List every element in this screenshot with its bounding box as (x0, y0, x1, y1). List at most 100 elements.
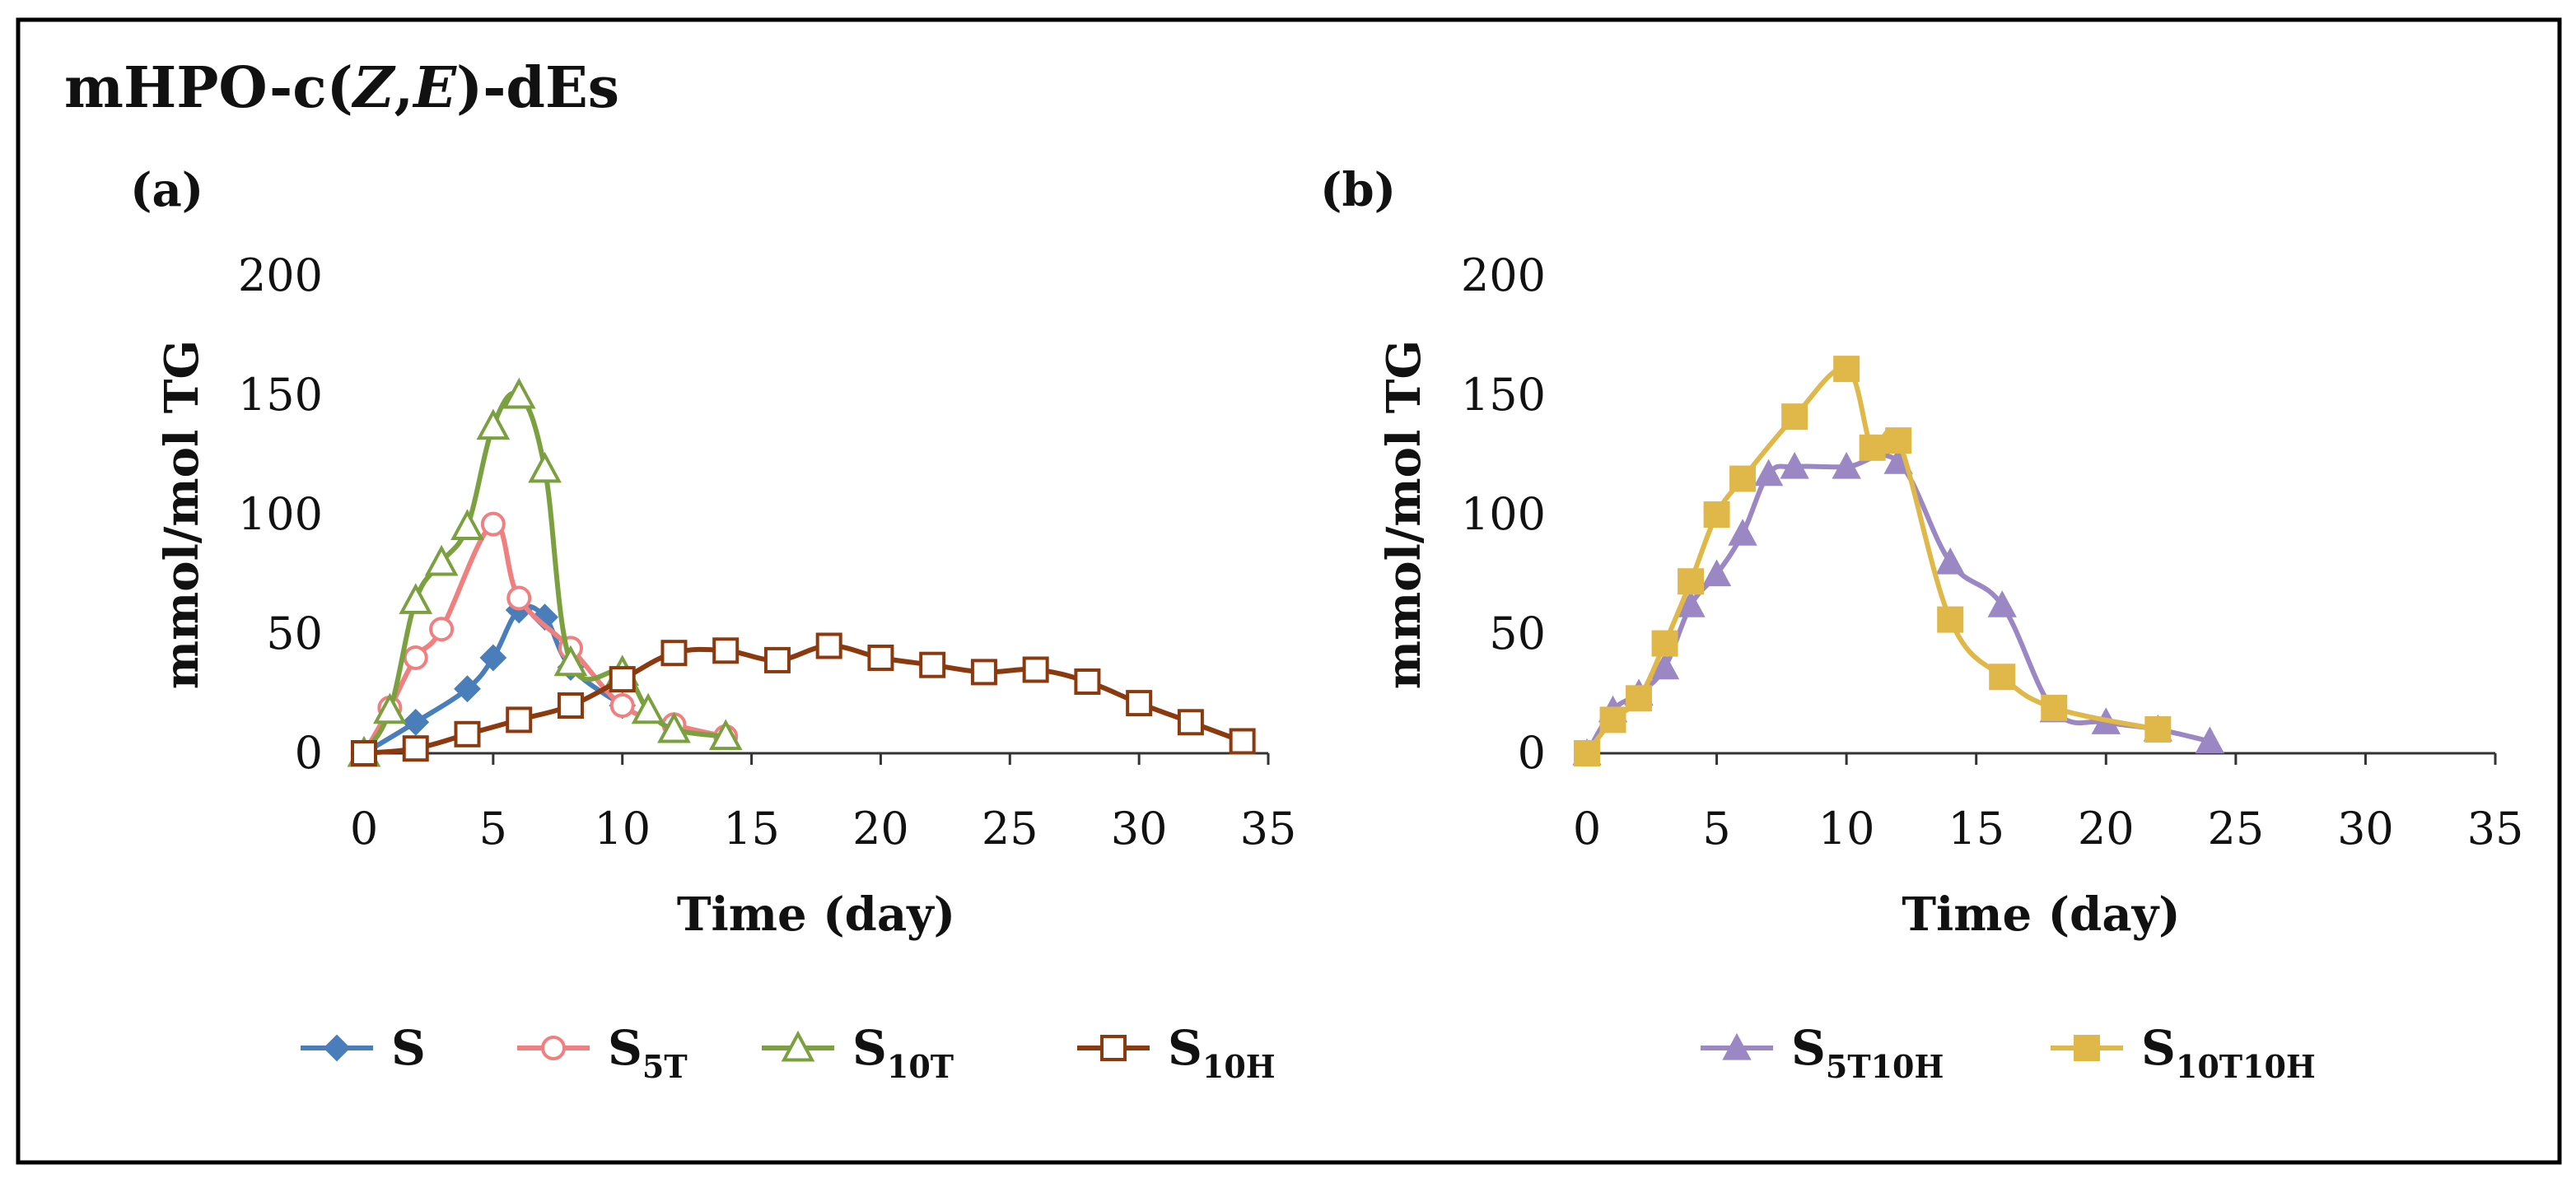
legend-entry-s: S (301, 1020, 426, 1076)
marker-s10t10h-4 (1678, 568, 1705, 595)
marker-legend-s10h-0 (1100, 1035, 1127, 1061)
marker-s5t10h-5 (1701, 559, 1732, 587)
title-e: E (412, 55, 457, 121)
marker-s10h-15 (1126, 690, 1153, 717)
legend-label-main: S (1168, 1020, 1202, 1076)
legend-label-main: S (608, 1020, 642, 1076)
legend-entry-s5t10h: S5T10H (1701, 1020, 1944, 1085)
y-tick-label: 50 (1489, 608, 1546, 659)
marker-s-1 (402, 708, 430, 736)
marker-s10t10h-10 (1885, 427, 1912, 454)
legend-label-s10t10h: S10T10H (2141, 1020, 2316, 1085)
y-tick-label: 0 (1518, 727, 1546, 779)
marker-s10t-8 (553, 645, 588, 677)
title-suffix: )-dEs (456, 55, 619, 121)
marker-legend-s5t10h-0 (1722, 1032, 1752, 1060)
marker-s10t10h-7 (1781, 403, 1808, 431)
marker-s10t10h-13 (2041, 694, 2068, 721)
panel-label: (a) (130, 163, 203, 217)
x-tick-label: 0 (350, 803, 378, 855)
marker-legend-s-0 (323, 1034, 351, 1062)
marker-s10h-7 (712, 637, 740, 664)
marker-s10t-6 (502, 377, 536, 409)
legend-label-sub: 5T10H (1826, 1048, 1944, 1085)
legend-label-main: S (391, 1020, 426, 1076)
marker-s10t10h-0 (1574, 740, 1600, 766)
legend-label-sub: 10T (887, 1048, 954, 1085)
x-axis-title: Time (day) (677, 887, 955, 942)
marker-s10t10h-12 (1989, 664, 2016, 691)
marker-s10t-3 (424, 544, 459, 576)
x-tick-label: 10 (1818, 803, 1875, 855)
legend-label-s: S (391, 1020, 426, 1076)
y-tick-label: 100 (1461, 488, 1546, 540)
series-s10t10h (1574, 356, 2172, 766)
marker-legend-s10t10h-0 (2074, 1035, 2100, 1061)
panel-b-chart: (b) 0 5 10 15 20 25 30 35 0 50 100 150 200 Time (day) m… (1320, 163, 2523, 1085)
legend-label-s5t: S5T (608, 1020, 688, 1085)
panel-a-chart: (a) 0 5 10 15 20 25 30 35 0 50 100 150 200 Time (day) m… (130, 163, 1296, 1085)
x-tick-label: 10 (594, 803, 651, 855)
legend-entry-s10t10h: S10T10H (2051, 1020, 2316, 1085)
marker-s10t10h-14 (2144, 716, 2172, 743)
marker-s5t-2 (403, 645, 428, 670)
x-tick-label: 0 (1573, 803, 1601, 855)
legend-entry-s10t: S10T (762, 1020, 954, 1085)
x-tick-label: 20 (852, 803, 909, 855)
marker-s10h-0 (351, 740, 377, 766)
marker-s10t10h-5 (1703, 501, 1730, 528)
marker-s10t10h-1 (1599, 706, 1626, 734)
marker-s5t10h-4 (1676, 590, 1706, 617)
marker-s10t-5 (476, 408, 511, 440)
marker-s-2 (454, 675, 481, 703)
marker-s10h-4 (557, 692, 584, 719)
marker-s10h-3 (506, 706, 533, 734)
marker-s10t10h-11 (1937, 606, 1964, 633)
panel-label: (b) (1320, 163, 1396, 217)
marker-s10h-1 (402, 735, 429, 762)
figure-title: mHPO-c(Z,E)-dEs (64, 55, 619, 121)
marker-s5t-3 (429, 617, 455, 642)
marker-s5t10h-8 (1780, 451, 1809, 479)
marker-s10h-5 (609, 666, 636, 693)
figure-frame (16, 17, 2562, 1165)
x-tick-label: 35 (1240, 803, 1297, 855)
x-tick-label: 15 (1948, 803, 2004, 855)
marker-s10t10h-6 (1729, 465, 1757, 492)
y-axis-title: mmol/mol TG (155, 340, 209, 689)
marker-s10t-12 (708, 719, 743, 751)
marker-s5t10h-9 (1832, 451, 1861, 479)
marker-s10h-8 (763, 646, 791, 673)
marker-s10t-2 (399, 583, 433, 614)
title-prefix: mHPO-c( (64, 55, 353, 121)
x-tick-label: 35 (2467, 803, 2524, 855)
marker-s10t-1 (373, 692, 407, 724)
marker-s-3 (479, 644, 507, 672)
marker-s10t10h-3 (1651, 630, 1678, 657)
marker-s5t10h-12 (1987, 590, 2017, 617)
x-tick-label: 5 (479, 803, 507, 855)
marker-s10t-11 (657, 711, 691, 743)
marker-s10t-7 (528, 451, 562, 483)
marker-legend-s10t-0 (781, 1030, 815, 1062)
y-axis-title: mmol/mol TG (1377, 340, 1431, 689)
marker-s10t-10 (631, 692, 665, 724)
legend-label-main: S (1791, 1020, 1826, 1076)
y-tick-label: 200 (1461, 249, 1546, 301)
legend-label-s10t: S10T (852, 1020, 954, 1085)
marker-s5t10h-6 (1728, 519, 1757, 546)
series-s10h (351, 632, 1256, 766)
legend-entry-s10h: S10H (1077, 1020, 1276, 1085)
marker-s5t10h-11 (1935, 547, 1965, 575)
legend-label-sub: 10T10H (2176, 1048, 2316, 1085)
legend-label-sub: 5T (642, 1048, 688, 1085)
y-tick-label: 150 (238, 369, 323, 421)
legend-label-main: S (852, 1020, 887, 1076)
legend-label-sub: 10H (1202, 1048, 1276, 1085)
marker-s10h-9 (815, 632, 842, 659)
marker-s5t-7 (609, 693, 635, 718)
marker-s10t10h-8 (1833, 356, 1860, 383)
marker-s10h-12 (970, 659, 997, 686)
marker-s10h-2 (454, 720, 481, 748)
